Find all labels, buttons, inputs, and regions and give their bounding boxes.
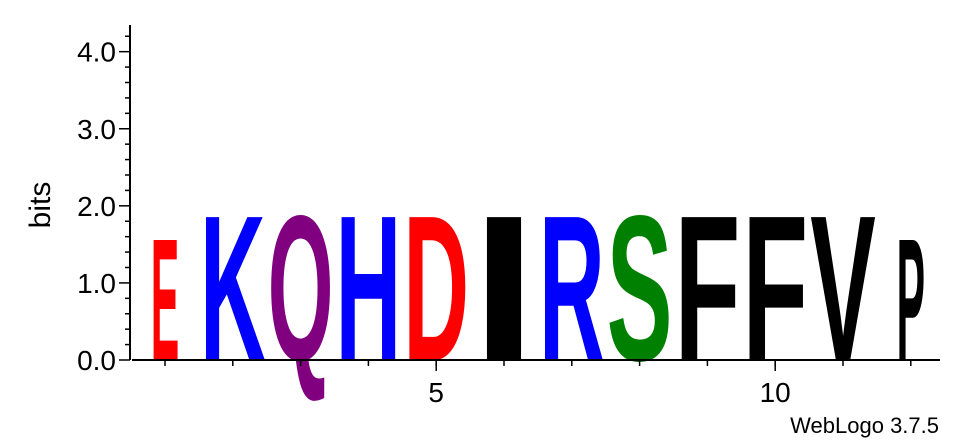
y-tick-label: 1.0 xyxy=(77,268,116,299)
y-tick-label: 3.0 xyxy=(77,114,116,145)
logo-letter-12: P xyxy=(897,202,926,397)
y-tick-label: 2.0 xyxy=(77,191,116,222)
logo-letter-8: S xyxy=(607,173,673,404)
x-tick-label: 10 xyxy=(760,377,791,408)
y-tick-label: 0.0 xyxy=(77,345,116,376)
y-axis: 0.0 1.0 2.0 3.0 4.0 xyxy=(77,25,131,376)
y-axis-label: bits xyxy=(24,182,57,229)
x-axis: 5 10 xyxy=(132,359,940,408)
logo-letter-9: F xyxy=(675,173,741,405)
y-tick-label: 4.0 xyxy=(77,37,116,68)
logo-letter-6: I xyxy=(471,173,537,405)
logo-letter-1: E xyxy=(151,202,180,397)
logo-letter-7: R xyxy=(539,172,605,404)
x-tick-label: 5 xyxy=(428,377,444,408)
logo-letter-3: Q xyxy=(268,171,334,404)
logo-letter-11: V xyxy=(810,173,876,404)
logo-letter-2: K xyxy=(200,172,266,404)
weblogo-credit: WebLogo 3.7.5 xyxy=(790,413,939,438)
logo-letter-4: H xyxy=(336,172,402,404)
